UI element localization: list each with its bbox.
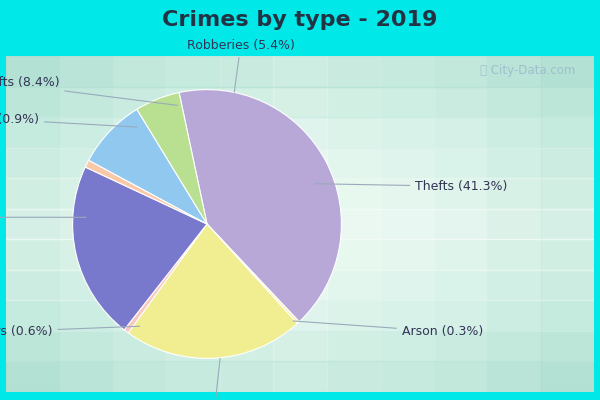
Wedge shape: [89, 109, 207, 224]
Bar: [273, 56, 327, 392]
Wedge shape: [85, 160, 207, 224]
Bar: [327, 56, 380, 392]
Bar: [220, 56, 273, 392]
Bar: [6, 178, 594, 209]
Wedge shape: [73, 167, 207, 330]
Bar: [487, 56, 541, 392]
Bar: [59, 56, 113, 392]
Bar: [6, 86, 594, 117]
Wedge shape: [128, 224, 298, 358]
Bar: [166, 56, 220, 392]
Bar: [113, 56, 166, 392]
Bar: [6, 56, 59, 392]
Bar: [6, 148, 594, 178]
Text: Crimes by type - 2019: Crimes by type - 2019: [163, 10, 437, 30]
Text: Arson (0.3%): Arson (0.3%): [293, 321, 483, 338]
Text: ⓘ City-Data.com: ⓘ City-Data.com: [481, 64, 575, 77]
Text: Burglaries (21.7%): Burglaries (21.7%): [155, 358, 272, 400]
Wedge shape: [179, 90, 341, 322]
Bar: [6, 239, 594, 270]
Bar: [6, 270, 594, 300]
Wedge shape: [137, 92, 207, 224]
Text: Auto thefts (8.4%): Auto thefts (8.4%): [0, 76, 178, 105]
Bar: [541, 56, 594, 392]
Wedge shape: [124, 224, 207, 333]
Wedge shape: [207, 224, 299, 324]
Bar: [380, 56, 434, 392]
Bar: [6, 331, 594, 362]
Bar: [434, 56, 487, 392]
Text: Rapes (0.9%): Rapes (0.9%): [0, 113, 137, 127]
Text: Murders (0.6%): Murders (0.6%): [0, 325, 140, 338]
Text: Assaults (21.4%): Assaults (21.4%): [0, 211, 86, 224]
Bar: [6, 300, 594, 331]
Text: Thefts (41.3%): Thefts (41.3%): [314, 180, 508, 193]
Bar: [6, 117, 594, 148]
Bar: [6, 209, 594, 239]
Bar: [6, 56, 594, 86]
Text: Robberies (5.4%): Robberies (5.4%): [187, 39, 295, 92]
Bar: [6, 362, 594, 392]
